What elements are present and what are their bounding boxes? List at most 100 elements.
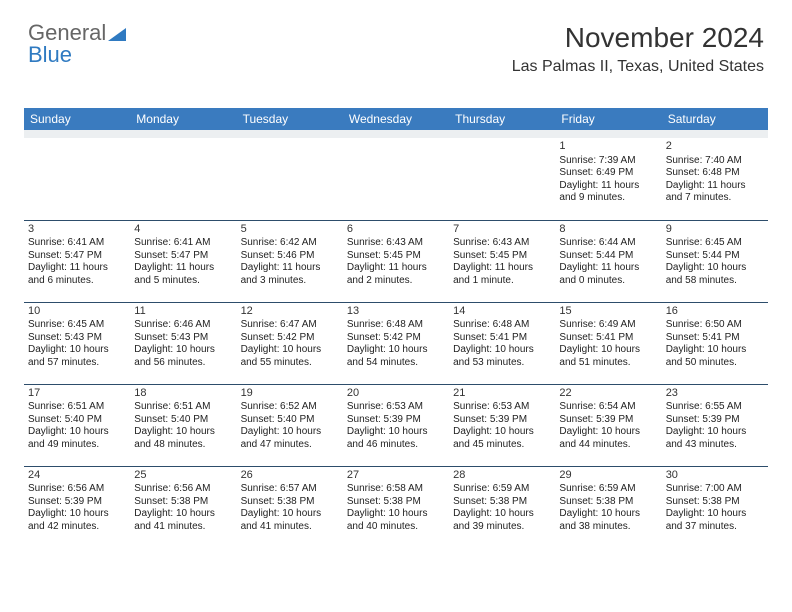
page-title: November 2024 [512,22,764,54]
sunrise-text: Sunrise: 6:55 AM [666,401,764,414]
calendar-day-cell: 14Sunrise: 6:48 AMSunset: 5:41 PMDayligh… [449,302,555,384]
sunset-text: Sunset: 5:42 PM [241,332,339,345]
sunrise-text: Sunrise: 6:48 AM [347,319,445,332]
daylight-text: Daylight: 10 hours and 38 minutes. [559,508,657,533]
day-number: 2 [666,140,764,154]
sunset-text: Sunset: 5:44 PM [666,250,764,263]
calendar-week-row: 17Sunrise: 6:51 AMSunset: 5:40 PMDayligh… [24,384,768,466]
daylight-text: Daylight: 10 hours and 51 minutes. [559,344,657,369]
calendar-week-row: 3Sunrise: 6:41 AMSunset: 5:47 PMDaylight… [24,220,768,302]
calendar-header-row: SundayMondayTuesdayWednesdayThursdayFrid… [24,108,768,130]
weekday-header: Wednesday [343,108,449,130]
calendar-day-cell: 23Sunrise: 6:55 AMSunset: 5:39 PMDayligh… [662,384,768,466]
weekday-header: Thursday [449,108,555,130]
daylight-text: Daylight: 11 hours and 6 minutes. [28,262,126,287]
weekday-header: Saturday [662,108,768,130]
sunrise-text: Sunrise: 6:56 AM [134,483,232,496]
sunrise-text: Sunrise: 6:44 AM [559,237,657,250]
day-number: 1 [559,140,657,154]
sunset-text: Sunset: 5:38 PM [347,496,445,509]
day-number: 10 [28,305,126,319]
calendar-table: SundayMondayTuesdayWednesdayThursdayFrid… [24,108,768,548]
calendar-day-cell: 16Sunrise: 6:50 AMSunset: 5:41 PMDayligh… [662,302,768,384]
sunset-text: Sunset: 5:41 PM [453,332,551,345]
daylight-text: Daylight: 10 hours and 45 minutes. [453,426,551,451]
sunrise-text: Sunrise: 7:40 AM [666,155,764,168]
calendar-day-cell: 29Sunrise: 6:59 AMSunset: 5:38 PMDayligh… [555,466,661,548]
sunrise-text: Sunrise: 6:52 AM [241,401,339,414]
calendar-day-cell: 11Sunrise: 6:46 AMSunset: 5:43 PMDayligh… [130,302,236,384]
sunset-text: Sunset: 5:41 PM [559,332,657,345]
day-number: 9 [666,223,764,237]
daylight-text: Daylight: 10 hours and 40 minutes. [347,508,445,533]
sunset-text: Sunset: 5:38 PM [453,496,551,509]
calendar-day-cell: 18Sunrise: 6:51 AMSunset: 5:40 PMDayligh… [130,384,236,466]
day-number: 8 [559,223,657,237]
calendar-day-cell: 24Sunrise: 6:56 AMSunset: 5:39 PMDayligh… [24,466,130,548]
calendar-day-cell [237,138,343,220]
day-number: 28 [453,469,551,483]
daylight-text: Daylight: 10 hours and 54 minutes. [347,344,445,369]
day-number: 11 [134,305,232,319]
sunset-text: Sunset: 5:42 PM [347,332,445,345]
calendar-day-cell: 28Sunrise: 6:59 AMSunset: 5:38 PMDayligh… [449,466,555,548]
spacer-row [24,130,768,138]
calendar-day-cell: 26Sunrise: 6:57 AMSunset: 5:38 PMDayligh… [237,466,343,548]
calendar-day-cell: 21Sunrise: 6:53 AMSunset: 5:39 PMDayligh… [449,384,555,466]
calendar-day-cell: 25Sunrise: 6:56 AMSunset: 5:38 PMDayligh… [130,466,236,548]
sunset-text: Sunset: 5:44 PM [559,250,657,263]
daylight-text: Daylight: 11 hours and 5 minutes. [134,262,232,287]
sunset-text: Sunset: 6:48 PM [666,167,764,180]
calendar-day-cell: 12Sunrise: 6:47 AMSunset: 5:42 PMDayligh… [237,302,343,384]
day-number: 30 [666,469,764,483]
daylight-text: Daylight: 10 hours and 48 minutes. [134,426,232,451]
sunset-text: Sunset: 5:47 PM [134,250,232,263]
daylight-text: Daylight: 10 hours and 39 minutes. [453,508,551,533]
sunrise-text: Sunrise: 6:51 AM [28,401,126,414]
calendar-day-cell: 17Sunrise: 6:51 AMSunset: 5:40 PMDayligh… [24,384,130,466]
daylight-text: Daylight: 10 hours and 50 minutes. [666,344,764,369]
sunset-text: Sunset: 5:38 PM [559,496,657,509]
daylight-text: Daylight: 11 hours and 2 minutes. [347,262,445,287]
calendar-day-cell: 20Sunrise: 6:53 AMSunset: 5:39 PMDayligh… [343,384,449,466]
sunrise-text: Sunrise: 6:58 AM [347,483,445,496]
sunset-text: Sunset: 5:39 PM [559,414,657,427]
calendar-week-row: 24Sunrise: 6:56 AMSunset: 5:39 PMDayligh… [24,466,768,548]
calendar-day-cell: 2Sunrise: 7:40 AMSunset: 6:48 PMDaylight… [662,138,768,220]
sunset-text: Sunset: 5:38 PM [134,496,232,509]
logo: General Blue [28,22,128,66]
sunrise-text: Sunrise: 6:47 AM [241,319,339,332]
sunrise-text: Sunrise: 6:43 AM [347,237,445,250]
sunset-text: Sunset: 5:41 PM [666,332,764,345]
daylight-text: Daylight: 10 hours and 53 minutes. [453,344,551,369]
sunrise-text: Sunrise: 6:41 AM [28,237,126,250]
day-number: 21 [453,387,551,401]
day-number: 25 [134,469,232,483]
day-number: 17 [28,387,126,401]
calendar-day-cell [343,138,449,220]
calendar-week-row: 1Sunrise: 7:39 AMSunset: 6:49 PMDaylight… [24,138,768,220]
page-subtitle: Las Palmas II, Texas, United States [512,58,764,76]
daylight-text: Daylight: 10 hours and 43 minutes. [666,426,764,451]
calendar-day-cell: 22Sunrise: 6:54 AMSunset: 5:39 PMDayligh… [555,384,661,466]
daylight-text: Daylight: 10 hours and 46 minutes. [347,426,445,451]
day-number: 22 [559,387,657,401]
day-number: 4 [134,223,232,237]
weekday-header: Tuesday [237,108,343,130]
sunrise-text: Sunrise: 6:53 AM [453,401,551,414]
day-number: 16 [666,305,764,319]
daylight-text: Daylight: 10 hours and 58 minutes. [666,262,764,287]
sunrise-text: Sunrise: 6:59 AM [559,483,657,496]
sunset-text: Sunset: 5:39 PM [453,414,551,427]
calendar-day-cell: 8Sunrise: 6:44 AMSunset: 5:44 PMDaylight… [555,220,661,302]
weekday-header: Sunday [24,108,130,130]
daylight-text: Daylight: 10 hours and 57 minutes. [28,344,126,369]
sunrise-text: Sunrise: 6:45 AM [28,319,126,332]
sunset-text: Sunset: 5:47 PM [28,250,126,263]
weekday-header: Monday [130,108,236,130]
sunrise-text: Sunrise: 6:46 AM [134,319,232,332]
day-number: 7 [453,223,551,237]
daylight-text: Daylight: 10 hours and 41 minutes. [241,508,339,533]
sunset-text: Sunset: 5:38 PM [666,496,764,509]
sunset-text: Sunset: 5:39 PM [28,496,126,509]
